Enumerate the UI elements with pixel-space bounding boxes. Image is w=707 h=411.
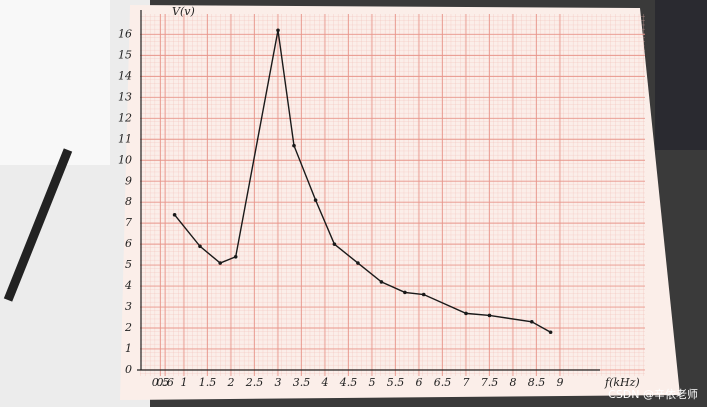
x-tick-label: 0.6 <box>156 376 174 389</box>
y-axis-label: V(v) <box>172 5 195 18</box>
x-tick-label: 7.5 <box>481 376 499 389</box>
y-tick-label: 2 <box>124 321 132 334</box>
data-point <box>292 143 296 148</box>
data-point <box>172 213 177 217</box>
data-point <box>464 311 468 316</box>
y-tick-label: 13 <box>118 90 132 103</box>
x-tick-label: 8.5 <box>528 376 546 389</box>
y-tick-label: 8 <box>125 195 132 208</box>
data-point <box>233 254 238 259</box>
data-point <box>276 28 280 33</box>
x-axis-label: f(kHz) <box>604 376 640 389</box>
x-tick-label: 1.5 <box>199 376 217 389</box>
x-tick-label: 4 <box>321 376 329 389</box>
y-tick-label: 12 <box>118 111 132 124</box>
y-tick-label: 0 <box>125 363 132 376</box>
y-tick-label: 6 <box>125 237 132 250</box>
x-tick-label: 0.5 <box>152 376 170 389</box>
y-tick-label: 11 <box>118 132 132 145</box>
x-tick-label: 1 <box>181 376 188 389</box>
data-point <box>198 244 202 249</box>
x-tick-label: 5.5 <box>387 376 405 389</box>
y-tick-label: 14 <box>118 69 132 82</box>
data-point <box>530 319 534 324</box>
x-tick-label: 2.5 <box>245 376 264 389</box>
x-tick-label: 2 <box>227 376 235 389</box>
graph-grid <box>140 14 645 376</box>
watermark: CSDN @辛依老师 <box>608 387 698 401</box>
y-tick-label: 9 <box>125 174 132 187</box>
paper-sheet <box>0 0 110 165</box>
x-tick-label: 4.5 <box>339 376 358 389</box>
y-tick-label: 7 <box>125 216 132 229</box>
data-point <box>356 261 360 265</box>
data-point <box>332 242 337 246</box>
data-line <box>174 30 551 333</box>
data-point <box>218 261 222 265</box>
x-tick-label: 7 <box>463 376 470 389</box>
y-tick-label: 4 <box>124 279 132 292</box>
data-point <box>421 292 426 297</box>
y-tick-label: 5 <box>125 258 132 271</box>
mouse <box>655 0 707 150</box>
x-tick-label: 3 <box>275 376 282 389</box>
pen <box>3 148 73 302</box>
data-point <box>379 280 384 284</box>
x-tick-label: 6.5 <box>434 376 452 389</box>
data-point <box>313 198 318 202</box>
x-tick-label: 8 <box>510 376 517 389</box>
y-tick-label: 3 <box>125 300 132 313</box>
y-tick-label: 10 <box>118 153 132 166</box>
x-tick-label: 5 <box>369 376 376 389</box>
y-tick-label: 1 <box>125 342 132 355</box>
data-point <box>487 313 492 318</box>
x-tick-label: 3.5 <box>293 376 311 389</box>
data-point <box>403 290 407 295</box>
x-tick-label: 9 <box>557 376 564 389</box>
y-tick-label: 16 <box>118 27 132 40</box>
data-point <box>548 330 553 335</box>
x-tick-label: 6 <box>416 376 423 389</box>
y-tick-label: 15 <box>118 48 132 61</box>
